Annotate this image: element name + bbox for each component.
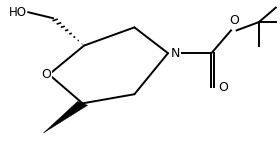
Text: N: N <box>171 47 180 60</box>
Text: HO: HO <box>8 6 26 19</box>
Polygon shape <box>43 101 88 133</box>
Text: O: O <box>218 81 228 94</box>
Text: O: O <box>229 14 239 27</box>
Text: O: O <box>41 68 51 81</box>
